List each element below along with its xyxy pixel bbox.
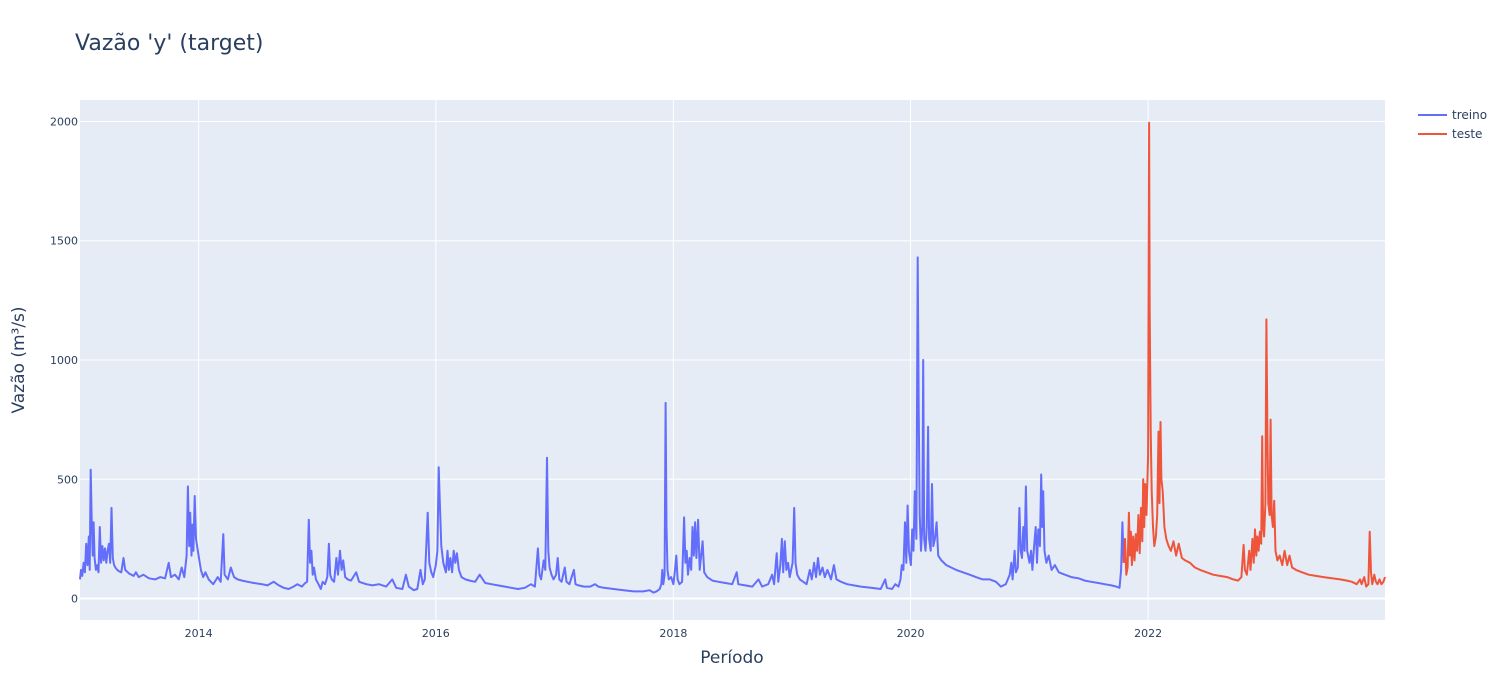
legend-item-teste[interactable]: teste (1418, 127, 1482, 141)
legend-label: teste (1452, 127, 1482, 141)
y-tick-label: 500 (57, 473, 78, 486)
y-gridlines (80, 120, 1385, 600)
x-tick-label: 2014 (185, 627, 213, 640)
x-axis-title: Período (700, 648, 763, 668)
chart-title: Vazão 'y' (target) (75, 31, 263, 56)
series-lines (79, 121, 1386, 594)
x-tick-labels: 2014 2016 2018 2020 2022 (185, 627, 1163, 640)
y-tick-label: 2000 (50, 115, 78, 128)
y-axis-title: Vazão (m³/s) (9, 306, 29, 413)
x-tick-label: 2016 (422, 627, 450, 640)
series-line-treino (79, 256, 1125, 594)
y-tick-label: 0 (71, 593, 78, 606)
x-tick-label: 2022 (1134, 627, 1162, 640)
x-tick-label: 2018 (659, 627, 687, 640)
series-line-teste (1122, 121, 1386, 588)
legend[interactable]: treino teste (1418, 108, 1487, 141)
y-tick-label: 1500 (50, 235, 78, 248)
y-tick-label: 1000 (50, 354, 78, 367)
legend-item-treino[interactable]: treino (1418, 108, 1487, 122)
legend-label: treino (1452, 108, 1487, 122)
x-tick-label: 2020 (897, 627, 925, 640)
y-tick-labels: 0 500 1000 1500 2000 (50, 115, 78, 605)
